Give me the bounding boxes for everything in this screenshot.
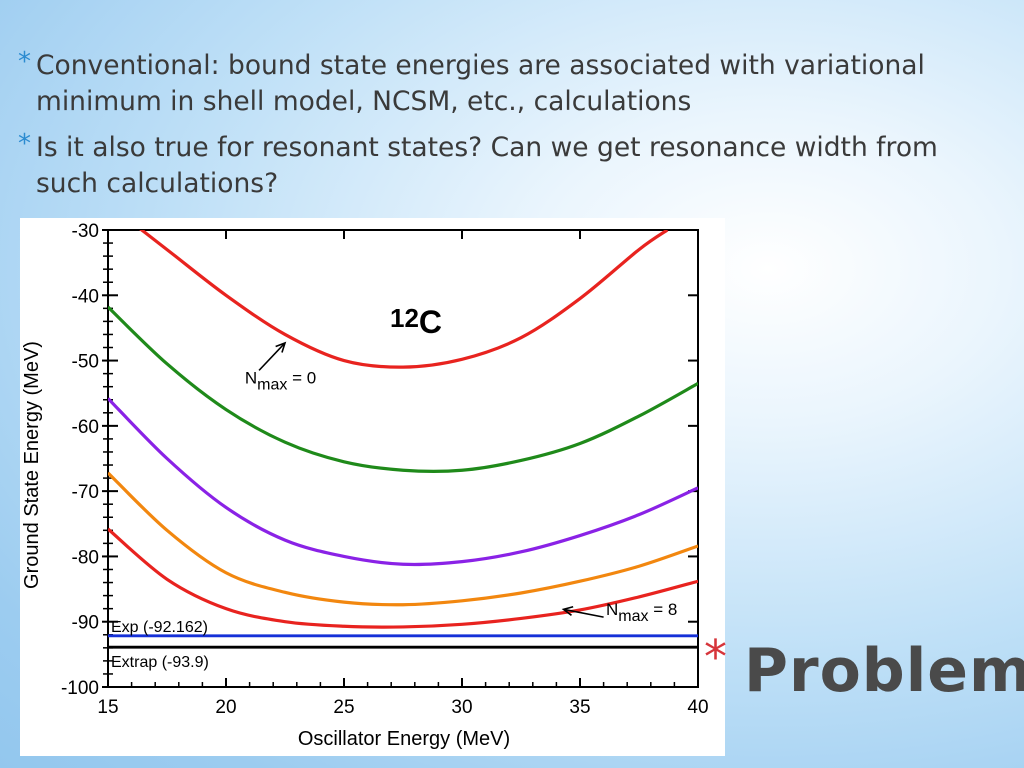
y-tick-label: -80 <box>72 547 99 568</box>
x-tick-label: 30 <box>451 697 472 718</box>
x-tick-label: 25 <box>333 697 354 718</box>
y-tick-label: -60 <box>72 417 99 438</box>
y-tick-label: -50 <box>72 352 99 373</box>
y-tick-label: -90 <box>72 613 99 634</box>
y-tick-label: -30 <box>72 221 99 242</box>
y-tick-label: -40 <box>72 286 99 307</box>
x-tick-label: 35 <box>569 697 590 718</box>
series-line <box>108 397 698 567</box>
bullet-text: Conventional: bound state energies are a… <box>36 50 925 117</box>
y-tick-label: -100 <box>61 678 99 699</box>
reference-line-label: Extrap (-93.9) <box>111 654 209 671</box>
x-tick-label: 40 <box>687 697 708 718</box>
annotation-arrowhead <box>561 605 574 616</box>
series-line <box>108 471 698 607</box>
slide-title: Problem <box>744 636 1024 706</box>
annotation-arrow <box>563 608 604 618</box>
bullet-item: * Is it also true for resonant states? C… <box>18 129 1008 202</box>
bullet-list: * Conventional: bound state energies are… <box>18 47 1008 212</box>
x-tick-label: 20 <box>215 697 236 718</box>
bullet-star-icon: * <box>18 47 31 77</box>
x-tick-label: 15 <box>97 697 118 718</box>
bullet-item: * Conventional: bound state energies are… <box>18 47 1008 120</box>
series-line <box>108 305 698 473</box>
ground-state-energy-chart: 15 20 25 30 35 40 -30 -40 -50 -60 -70 -80 -90 -100 Ex… <box>21 221 709 750</box>
chart-panel: 15 20 25 30 35 40 -30 -40 -50 -60 -70 -80 -90 -100 Ex… <box>20 218 725 756</box>
plot-area <box>107 229 699 688</box>
x-axis-label: Oscillator Energy (MeV) <box>298 728 510 750</box>
series-line <box>108 527 698 629</box>
annotation-arrowhead <box>275 341 287 353</box>
bullet-star-icon: * <box>18 129 31 159</box>
annotation-label: Nmax = 8 <box>606 600 677 625</box>
bullet-text: Is it also true for resonant states? Can… <box>36 132 938 199</box>
y-tick-label: -70 <box>72 482 99 503</box>
series-line <box>139 230 669 369</box>
annotation-label: Nmax = 0 <box>245 368 316 393</box>
reference-line-label: Exp (-92.162) <box>111 619 208 636</box>
chart-title: 12C <box>390 303 442 340</box>
annotation-arrow <box>258 342 286 371</box>
y-axis-label: Ground State Energy (MeV) <box>21 341 43 589</box>
title-star-icon: * <box>704 630 727 684</box>
